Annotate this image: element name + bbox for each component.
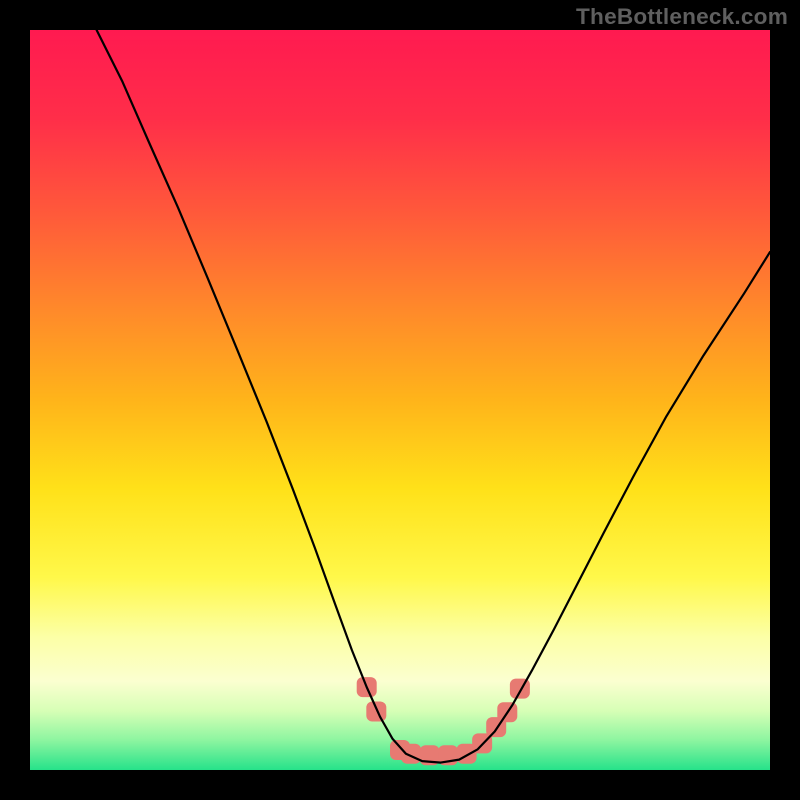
curve-marker <box>366 702 386 722</box>
curve-marker <box>401 744 421 764</box>
bottleneck-curve-chart <box>0 0 800 800</box>
watermark-label: TheBottleneck.com <box>576 4 788 30</box>
chart-container: TheBottleneck.com <box>0 0 800 800</box>
plot-background <box>30 30 770 770</box>
